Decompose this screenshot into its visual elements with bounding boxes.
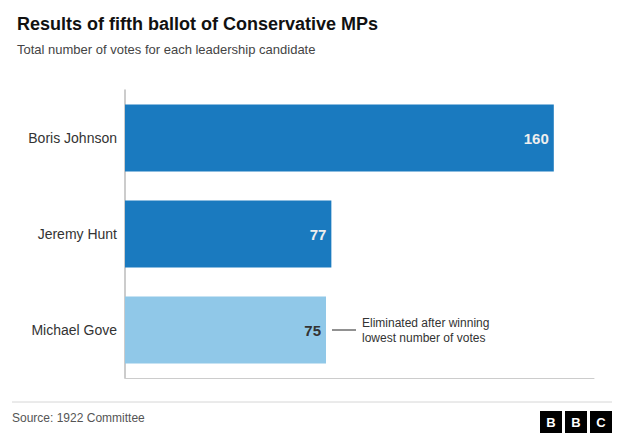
svg-text:B: B [571, 415, 580, 430]
svg-text:Michael Gove: Michael Gove [31, 322, 117, 338]
svg-text:Boris Johnson: Boris Johnson [28, 130, 117, 146]
svg-text:Total number of votes for each: Total number of votes for each leadershi… [17, 42, 315, 57]
svg-text:Eliminated after winning: Eliminated after winning [362, 316, 489, 330]
svg-text:160: 160 [524, 130, 549, 147]
svg-text:C: C [596, 415, 606, 430]
svg-text:Results of fifth ballot of Con: Results of fifth ballot of Conservative … [17, 14, 378, 34]
svg-text:77: 77 [310, 226, 327, 243]
svg-text:B: B [546, 415, 555, 430]
svg-text:Jeremy Hunt: Jeremy Hunt [38, 226, 117, 242]
svg-text:lowest number of votes: lowest number of votes [362, 331, 485, 345]
svg-text:75: 75 [304, 322, 321, 339]
svg-text:Source: 1922 Committee: Source: 1922 Committee [12, 411, 145, 425]
